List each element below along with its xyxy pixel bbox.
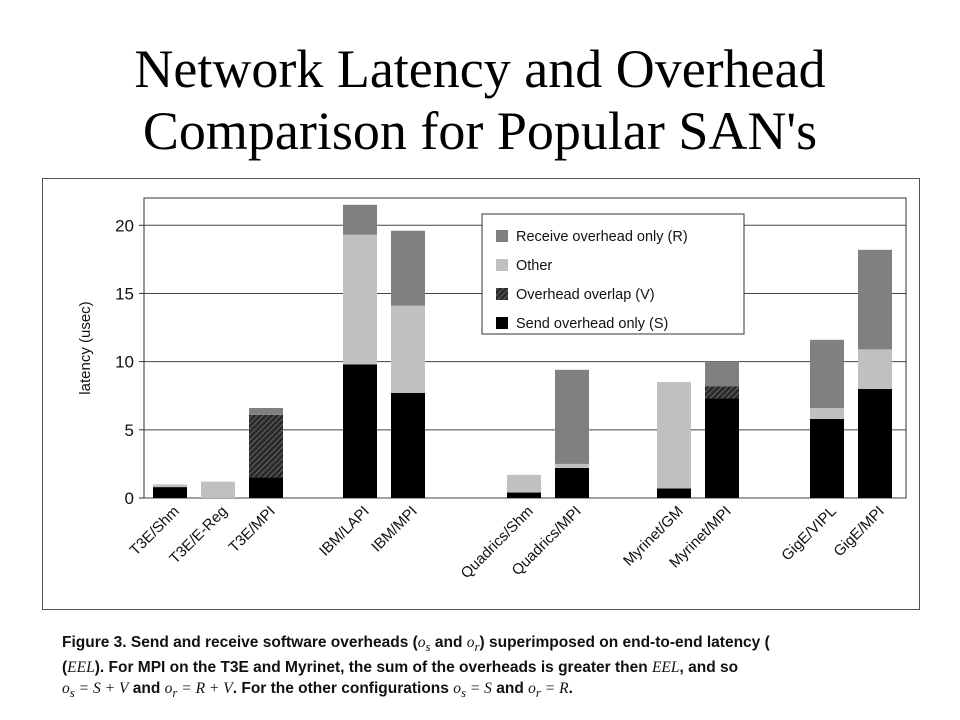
bar-segment xyxy=(555,468,589,498)
bar-segment xyxy=(705,361,739,387)
legend-box xyxy=(481,213,745,335)
caption-or-eq4: o xyxy=(528,680,536,698)
bar-segment xyxy=(507,474,541,493)
category-label: GigE/VIPL xyxy=(778,503,840,565)
bar-segment xyxy=(201,481,235,498)
caption-os-eq1-sub: s xyxy=(69,685,75,701)
category-label: GigE/MPI xyxy=(830,503,887,560)
legend-swatch xyxy=(496,317,508,329)
y-tick-label: 10 xyxy=(115,353,134,372)
bar-segment xyxy=(810,408,844,419)
legend-label: Receive overhead only (R) xyxy=(516,229,688,245)
caption-os: o xyxy=(417,634,426,651)
bar-segment xyxy=(343,234,377,365)
legend-label: Send overhead only (S) xyxy=(516,316,668,332)
caption-or: o xyxy=(466,634,475,651)
bar-segment xyxy=(657,488,691,498)
category-label: T3E/MPI xyxy=(226,503,279,556)
bar-segment xyxy=(858,249,892,350)
legend-label: Overhead overlap (V) xyxy=(516,287,655,303)
caption-eq4: = R xyxy=(540,680,569,698)
bar-segment xyxy=(858,388,892,498)
slide-title: Network Latency and Overhead Comparison … xyxy=(0,38,960,162)
caption-text-3: ). For MPI on the T3E and Myrinet, the s… xyxy=(94,659,652,677)
bar-segment xyxy=(705,386,739,399)
caption-text-8: . xyxy=(568,680,573,698)
bar-segment xyxy=(555,369,589,464)
y-axis-label: latency (usec) xyxy=(77,301,94,394)
legend-swatch xyxy=(496,259,508,271)
category-label: IBM/LAPI xyxy=(316,503,373,560)
caption-os-eq3-sub: s xyxy=(460,685,466,701)
caption-text-7: and xyxy=(491,680,529,698)
caption-or-eq2: o xyxy=(164,680,173,698)
bar-segment xyxy=(657,382,691,489)
caption-or-sub: r xyxy=(474,639,480,655)
bar-segment xyxy=(391,305,425,393)
caption-line3: os = S + V and or = R + V. For the other… xyxy=(62,678,912,703)
caption-line2: (EEL). For MPI on the T3E and Myrinet, t… xyxy=(62,659,739,677)
caption-text-4: , and so xyxy=(679,659,739,677)
caption-os-eq1: o xyxy=(62,680,70,698)
bar-segment xyxy=(153,487,187,498)
bar-segment xyxy=(153,484,187,488)
legend-swatch xyxy=(496,230,508,242)
figure-caption: Figure 3. Send and receive software over… xyxy=(62,632,912,703)
bar-segment xyxy=(343,364,377,498)
bar-segment xyxy=(858,349,892,389)
caption-or-eq4-sub: r xyxy=(535,685,541,701)
y-tick-label: 20 xyxy=(115,216,134,235)
bar-segment xyxy=(249,477,283,498)
caption-eel: EEL xyxy=(67,659,95,677)
caption-text-1: Send and receive software overheads ( xyxy=(130,634,418,651)
bar-segment xyxy=(507,492,541,498)
y-tick-label: 0 xyxy=(125,489,134,508)
caption-eel2: EEL xyxy=(651,659,680,677)
bar-segment xyxy=(249,414,283,478)
bar-segment xyxy=(555,463,589,468)
caption-or-eq2-sub: r xyxy=(172,685,178,701)
caption-text-6: . For the other configurations xyxy=(232,680,454,698)
bar-segment xyxy=(391,393,425,498)
caption-text-2: ) superimposed on end-to-end latency ( xyxy=(479,634,770,651)
bar-segment xyxy=(810,339,844,408)
y-tick-label: 5 xyxy=(125,421,134,440)
category-label: IBM/MPI xyxy=(368,503,421,556)
bar-segment xyxy=(391,230,425,306)
slide-title-line2: Comparison for Popular SAN's xyxy=(142,101,818,161)
caption-and: and xyxy=(430,634,467,651)
legend-label: Other xyxy=(516,258,552,274)
slide-title-line1: Network Latency and Overhead xyxy=(134,39,826,99)
caption-eq2: = R + V xyxy=(177,680,233,698)
caption-text-5: and xyxy=(128,680,165,698)
caption-os-eq3: o xyxy=(453,680,461,698)
caption-eq1: = S + V xyxy=(74,680,129,698)
caption-line1: Figure 3. Send and receive software over… xyxy=(62,632,912,657)
bar-segment xyxy=(705,398,739,498)
caption-eq3: = S xyxy=(465,680,492,698)
legend-swatch xyxy=(496,288,508,300)
bar-segment xyxy=(249,408,283,415)
caption-os-sub: s xyxy=(425,639,431,655)
bar-segment xyxy=(810,418,844,498)
bar-segment xyxy=(343,204,377,235)
caption-fig-label: Figure 3. xyxy=(62,634,127,651)
y-tick-label: 15 xyxy=(115,284,134,303)
